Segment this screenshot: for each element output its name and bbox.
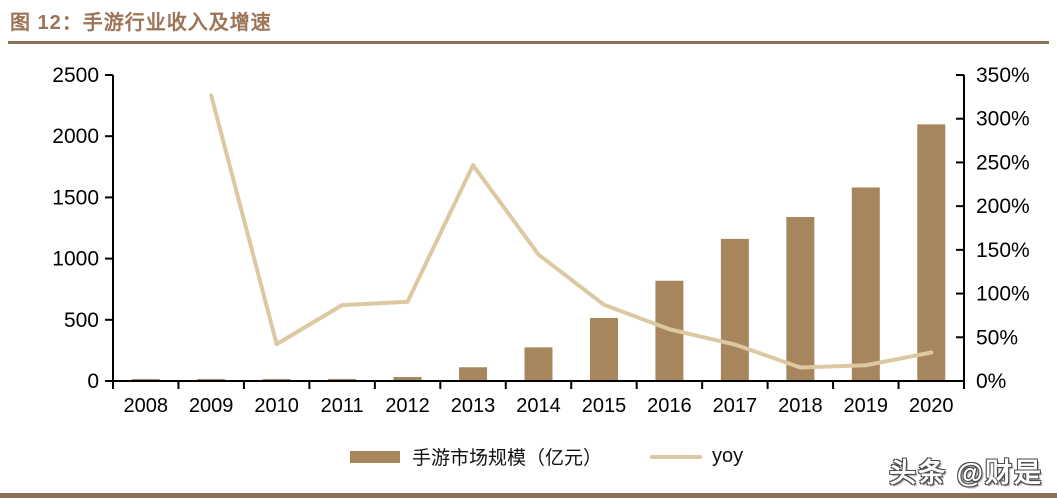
bar-2018 [786,217,815,381]
chart-legend: 手游市场规模（亿元） yoy [350,443,743,470]
legend-bar-swatch [350,450,400,463]
x-axis-label: 2017 [713,395,758,417]
x-axis-label: 2010 [254,395,299,417]
right-tick-label: 300% [976,108,1030,131]
left-tick-label: 1500 [52,186,99,209]
bar-2017 [720,238,749,381]
bar-2020 [917,124,946,381]
x-axis-label: 2012 [385,395,430,417]
legend-line-label: yoy [712,445,744,467]
left-tick-label: 1000 [52,248,99,271]
right-tick-label: 50% [976,326,1018,349]
x-axis-label: 2008 [123,395,168,417]
chart-canvas: 0 500 1000 1500 2000 2500 0% 50% 100% 150% 200% 250… [52,64,1030,417]
right-tick-label: 350% [976,64,1030,87]
legend-bar-label: 手游市场规模（亿元） [412,448,603,469]
right-tick-label: 100% [976,283,1030,306]
x-axis-label: 2016 [647,395,692,417]
legend-item-yoy: yoy [650,445,743,468]
bar-2014 [524,347,553,381]
bar-2019 [851,187,880,381]
right-tick-label: 150% [976,239,1030,262]
bar-2012 [393,377,422,381]
x-axis-label: 2018 [778,395,823,417]
left-tick-label: 500 [64,309,99,332]
x-axis-label: 2019 [844,395,889,417]
bar-2013 [459,367,488,381]
x-axis-label: 2015 [582,395,627,417]
x-axis-label: 2011 [321,395,364,417]
figure-title: 图 12：手游行业收入及增速 [10,12,272,34]
left-tick-label: 0 [87,370,99,393]
x-axis-label: 2013 [451,395,496,417]
legend-item-market-size: 手游市场规模（亿元） [350,443,602,470]
title-separator [8,41,1049,44]
bar-2011 [328,378,357,381]
bottom-accent-bar [0,493,1057,498]
legend-line-swatch [650,454,703,459]
right-tick-label: 200% [976,195,1030,218]
yoy-line [209,93,934,370]
bar-2015 [589,318,618,381]
toutiao-watermark: 头条 @财是 [889,458,1043,488]
x-axis-label: 2009 [189,395,234,417]
right-tick-label: 250% [976,151,1030,174]
x-axis-label: 2020 [909,395,954,417]
left-tick-label: 2000 [52,125,99,148]
right-tick-label: 0% [976,370,1006,393]
x-axis-label: 2014 [516,395,561,417]
left-tick-label: 2500 [52,64,99,87]
